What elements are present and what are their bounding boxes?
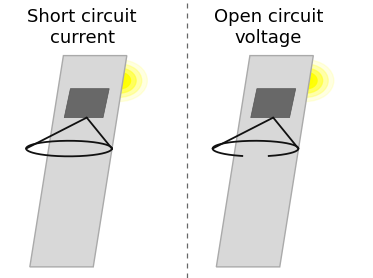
Circle shape — [299, 76, 313, 86]
Circle shape — [289, 68, 323, 93]
Circle shape — [113, 76, 126, 86]
Text: Short circuit
current: Short circuit current — [27, 8, 137, 47]
Circle shape — [295, 72, 317, 89]
Circle shape — [283, 64, 328, 97]
Circle shape — [278, 60, 334, 101]
Polygon shape — [216, 56, 313, 267]
Polygon shape — [30, 56, 127, 267]
Polygon shape — [251, 89, 296, 118]
Circle shape — [103, 68, 136, 93]
Polygon shape — [64, 89, 109, 118]
Circle shape — [97, 64, 142, 97]
Circle shape — [91, 60, 147, 101]
Circle shape — [108, 72, 131, 89]
Text: Open circuit
voltage: Open circuit voltage — [214, 8, 323, 47]
